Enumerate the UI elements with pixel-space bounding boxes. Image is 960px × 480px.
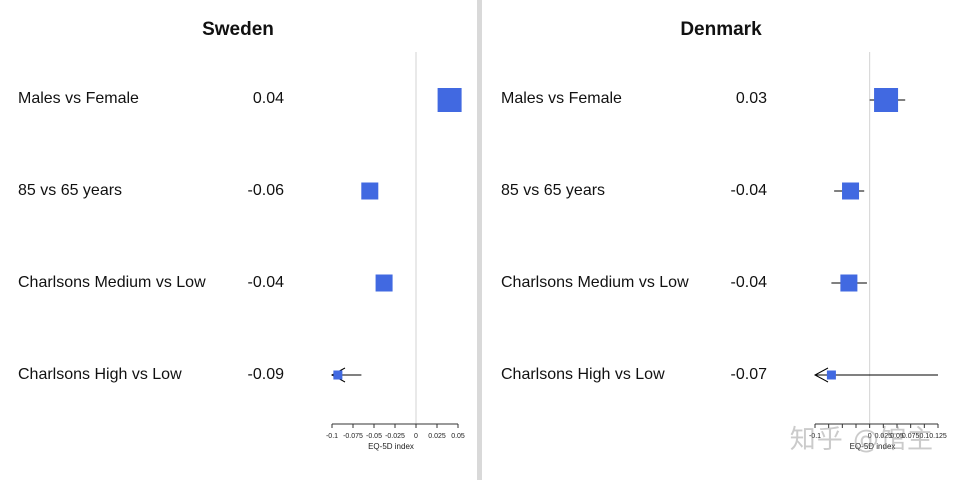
row-value: -0.06 (247, 182, 284, 199)
x-tick-label: -0.025 (385, 433, 405, 440)
row-label: Charlsons Medium vs Low (18, 274, 206, 291)
estimate-box (842, 182, 860, 200)
row-label: Charlsons Medium vs Low (501, 274, 689, 291)
x-tick-label: 0 (868, 433, 872, 440)
watermark: 知乎 @馆主 (789, 425, 934, 455)
x-tick-label: 0.05 (451, 433, 465, 440)
ci-arrow-left (330, 367, 346, 383)
forest-plot-sweden: -0.1 -0.075 -0.05 -0.025 0 0.025 0.05 EQ-5D ind… (326, 52, 465, 451)
row-value: -0.04 (730, 182, 767, 199)
row-label: Charlsons High vs Low (501, 366, 665, 383)
x-axis-title: EQ-5D index (850, 442, 896, 451)
estimate-box (375, 274, 393, 292)
x-tick-label: 0.025 (875, 433, 893, 440)
x-tick-label: 0.1 (919, 433, 929, 440)
x-tick-label: -0.075 (343, 433, 363, 440)
row-label: 85 vs 65 years (18, 182, 123, 199)
row-label: Charlsons High vs Low (18, 366, 182, 383)
x-axis-title: EQ-5D index (368, 442, 414, 451)
estimate-box (361, 182, 379, 200)
x-tick-label: 0.025 (428, 433, 446, 440)
row-value: -0.04 (730, 274, 767, 291)
estimate-box (826, 370, 836, 380)
estimate-box (874, 88, 899, 112)
row-value: 0.04 (252, 90, 284, 107)
x-tick-label: -0.05 (366, 433, 382, 440)
x-tick-label: 0.075 (902, 433, 920, 440)
row-value: 0.03 (735, 90, 767, 107)
x-tick-label: -0.1 (326, 433, 338, 440)
ci-arrow-left (813, 367, 829, 383)
row-value: -0.04 (247, 274, 284, 291)
panel-title: Denmark (680, 19, 762, 40)
row-value: -0.07 (730, 366, 767, 383)
x-tick-label: 0.125 (929, 433, 947, 440)
x-tick-label: 0 (414, 433, 418, 440)
estimate-box (840, 274, 858, 292)
panel-denmark: Denmark Males vs Female 0.03 85 vs 65 ye… (483, 0, 960, 480)
row-label: Males vs Female (18, 90, 139, 107)
estimate-box (333, 370, 343, 380)
panel-divider (477, 0, 482, 480)
row-label: 85 vs 65 years (501, 182, 606, 199)
x-tick-label: -0.1 (809, 433, 821, 440)
panel-sweden: Sweden Males vs Female 0.04 85 vs 65 yea… (18, 19, 465, 451)
estimate-box (437, 88, 462, 112)
row-label: Males vs Female (501, 90, 622, 107)
panel-title: Sweden (202, 19, 274, 40)
row-value: -0.09 (247, 366, 284, 383)
x-tick-label: 0.05 (890, 433, 904, 440)
